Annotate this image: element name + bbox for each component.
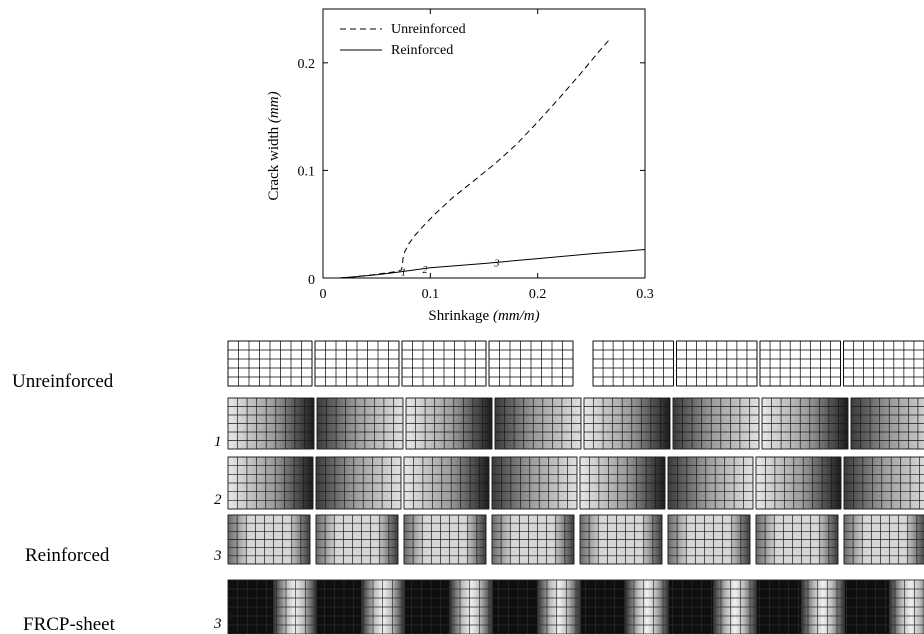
- x-tick-label: 0.3: [636, 287, 654, 302]
- mesh-frcp-sheet: [227, 579, 924, 634]
- series-line-reinforced: [339, 249, 646, 279]
- stage-label-3: 3: [213, 548, 222, 564]
- x-axis-ticks: 0 0.1 0.2 0.3: [320, 9, 654, 302]
- series-layer: [339, 37, 646, 279]
- crack-width-chart: 0 0.1 0.2 0.3 00.10.2 1 23 Shrinkage (mm/m) …: [266, 8, 654, 324]
- x-tick-label: 0.1: [422, 287, 440, 302]
- legend: Unreinforced Reinforced: [340, 22, 466, 58]
- y-axis-label: Crack width (mm): [266, 91, 282, 200]
- stage-label-1: 1: [214, 434, 222, 450]
- legend-label-unreinforced: Unreinforced: [391, 22, 466, 37]
- row-label-reinforced: Reinforced: [25, 545, 110, 566]
- x-axis-label: Shrinkage (mm/m): [428, 308, 539, 324]
- y-axis-ticks: 0 0.1 0.2: [298, 57, 645, 288]
- stage-marker-3: 3: [493, 258, 499, 269]
- stage-label-3-frcp: 3: [213, 616, 222, 632]
- series-line-unreinforced: [339, 37, 612, 279]
- mesh-unreinforced: [227, 340, 924, 387]
- stage-marker-1: 1: [401, 268, 406, 279]
- x-tick-label: 0.2: [529, 287, 547, 302]
- row-label-unreinforced: Unreinforced: [12, 371, 114, 392]
- y-tick-label: 0: [308, 273, 315, 288]
- mesh-stage-3: [227, 514, 924, 565]
- annotation-layer: 1 2 3: [401, 258, 499, 278]
- y-tick-label: 0.1: [298, 164, 316, 179]
- row-label-frcp-sheet: FRCP-sheet: [23, 614, 116, 634]
- y-tick-label: 0.2: [298, 57, 316, 72]
- stage-marker-2: 2: [422, 265, 427, 276]
- plot-frame: [322, 8, 646, 279]
- mesh-stage-1: [227, 397, 924, 450]
- mesh-stage-2: [227, 456, 924, 510]
- x-tick-label: 0: [320, 287, 327, 302]
- stage-label-2: 2: [214, 492, 222, 508]
- legend-label-reinforced: Reinforced: [391, 43, 453, 58]
